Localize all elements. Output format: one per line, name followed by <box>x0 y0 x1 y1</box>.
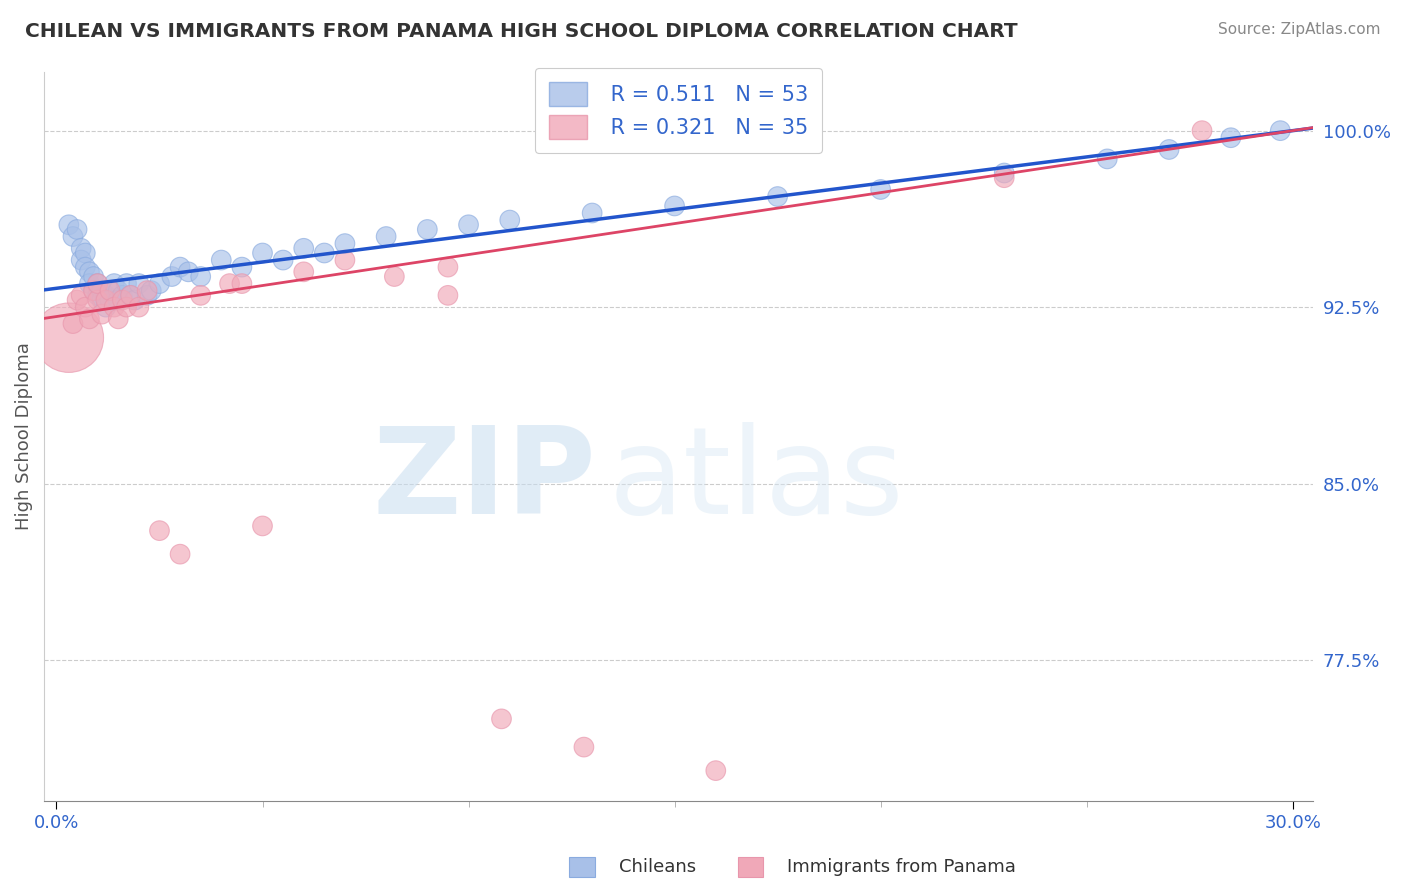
Point <box>86 288 108 302</box>
Point <box>869 182 891 196</box>
Point <box>94 293 117 307</box>
Point <box>111 293 134 307</box>
Point <box>98 293 121 307</box>
Point <box>103 277 125 291</box>
Point <box>90 307 112 321</box>
Point <box>437 260 460 274</box>
Point <box>58 331 80 345</box>
Text: Source: ZipAtlas.com: Source: ZipAtlas.com <box>1218 22 1381 37</box>
Point <box>416 222 439 236</box>
Point <box>333 236 356 251</box>
Point <box>86 277 108 291</box>
Point <box>128 277 150 291</box>
Point <box>62 317 84 331</box>
Point <box>107 284 129 298</box>
Point <box>1097 152 1119 166</box>
Point <box>115 277 138 291</box>
Point <box>491 712 513 726</box>
Point <box>382 269 405 284</box>
Point <box>75 260 97 274</box>
Point <box>90 293 112 307</box>
Point <box>314 246 336 260</box>
Y-axis label: High School Diploma: High School Diploma <box>15 343 32 531</box>
Point <box>252 246 274 260</box>
Point <box>292 241 315 255</box>
Point <box>1191 123 1213 137</box>
Point <box>70 241 93 255</box>
Point <box>177 265 200 279</box>
Point <box>124 293 146 307</box>
Point <box>136 288 159 302</box>
Point <box>79 265 101 279</box>
Point <box>79 277 101 291</box>
Point <box>437 288 460 302</box>
Point <box>333 253 356 268</box>
Point <box>231 260 253 274</box>
Point <box>83 284 105 298</box>
Point <box>375 229 398 244</box>
Point <box>66 293 89 307</box>
Point <box>94 288 117 302</box>
Point <box>98 284 121 298</box>
Point <box>231 277 253 291</box>
Point <box>136 284 159 298</box>
Point <box>292 265 315 279</box>
Point <box>209 253 232 268</box>
Point <box>94 300 117 314</box>
Point <box>572 740 595 755</box>
Point <box>457 218 479 232</box>
Point <box>169 547 191 561</box>
Point <box>83 269 105 284</box>
Point <box>58 218 80 232</box>
Point <box>271 253 294 268</box>
Point <box>90 284 112 298</box>
Point <box>993 166 1015 180</box>
Point <box>62 229 84 244</box>
Point <box>83 284 105 298</box>
Point <box>993 170 1015 185</box>
Point <box>1270 123 1292 137</box>
Point <box>148 524 170 538</box>
Point <box>79 311 101 326</box>
Point <box>86 293 108 307</box>
Point <box>107 311 129 326</box>
Point <box>581 206 603 220</box>
Point <box>70 288 93 302</box>
Point <box>218 277 240 291</box>
Point <box>115 300 138 314</box>
Point <box>120 288 142 302</box>
Point <box>103 300 125 314</box>
Point <box>70 253 93 268</box>
Point <box>75 300 97 314</box>
Point <box>66 222 89 236</box>
Text: Immigrants from Panama: Immigrants from Panama <box>787 858 1017 876</box>
Point <box>664 199 686 213</box>
Point <box>252 519 274 533</box>
Point <box>86 277 108 291</box>
Text: CHILEAN VS IMMIGRANTS FROM PANAMA HIGH SCHOOL DIPLOMA CORRELATION CHART: CHILEAN VS IMMIGRANTS FROM PANAMA HIGH S… <box>25 22 1018 41</box>
Point <box>190 288 212 302</box>
Point <box>120 288 142 302</box>
Point <box>1157 143 1180 157</box>
Point <box>128 300 150 314</box>
Point <box>704 764 727 778</box>
Point <box>766 189 789 203</box>
Point <box>169 260 191 274</box>
Point <box>1219 130 1241 145</box>
Point <box>75 246 97 260</box>
Point <box>190 269 212 284</box>
Point <box>111 288 134 302</box>
Point <box>160 269 183 284</box>
Point <box>148 277 170 291</box>
Text: Chileans: Chileans <box>619 858 696 876</box>
Text: atlas: atlas <box>609 422 904 539</box>
Point <box>141 284 163 298</box>
Legend:  R = 0.511   N = 53,  R = 0.321   N = 35: R = 0.511 N = 53, R = 0.321 N = 35 <box>534 68 823 153</box>
Text: ZIP: ZIP <box>373 422 596 539</box>
Point <box>499 213 522 227</box>
Point <box>107 293 129 307</box>
